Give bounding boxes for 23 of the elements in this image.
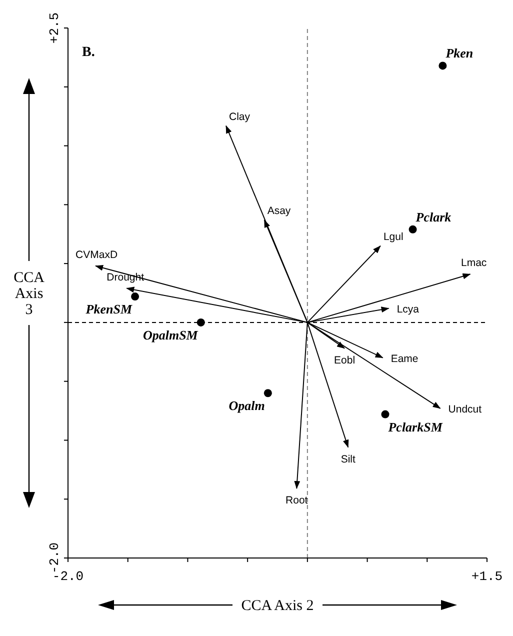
- y-tick-label: +2.5: [47, 12, 62, 44]
- series-label: Lcya: [396, 303, 420, 316]
- series-label: Clay: [229, 110, 251, 123]
- annotation: B.: [82, 45, 95, 60]
- annotation: Pclark: [416, 209, 452, 224]
- annotation: Opalm: [228, 398, 265, 414]
- series-label: Drought: [106, 271, 144, 284]
- series-label: Asay: [267, 204, 292, 217]
- series-label: Root: [286, 494, 308, 507]
- series-label: Eobl: [334, 354, 356, 366]
- annotation: PclarkSM: [388, 419, 443, 434]
- series-label: Silt: [340, 453, 356, 466]
- annotation: Pken: [446, 46, 474, 61]
- x-axis-title: CCA Axis 2: [241, 598, 314, 614]
- annotation: PkenSM: [86, 302, 132, 317]
- series-label: Lmac: [461, 257, 487, 270]
- series-label: Eame: [390, 352, 418, 365]
- series-label: Undcut: [448, 403, 482, 416]
- series-label: Lgul: [383, 230, 404, 243]
- series-label: CVMaxD: [76, 248, 118, 261]
- x-tick-label: +1.5: [471, 569, 503, 584]
- annotation: OpalmSM: [142, 327, 198, 342]
- y-axis-title: CCA Axis 3: [14, 270, 45, 318]
